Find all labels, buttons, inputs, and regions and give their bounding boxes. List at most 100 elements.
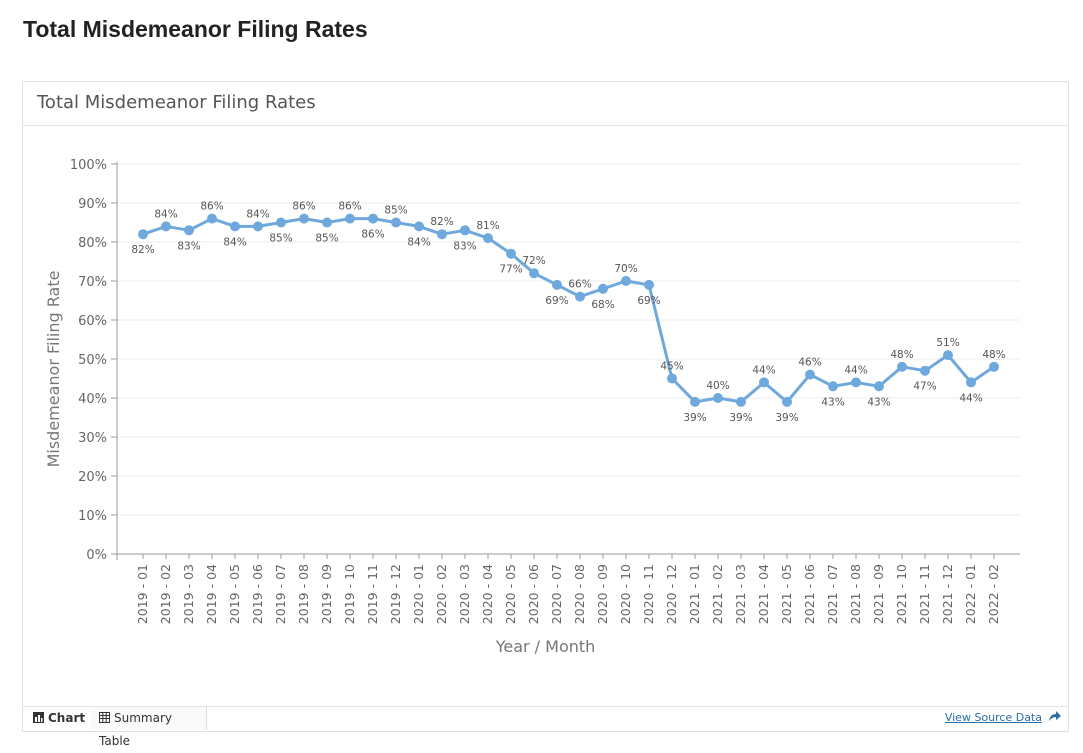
data-point[interactable] — [368, 213, 378, 224]
data-label: 66% — [568, 279, 591, 291]
x-tick-label: 2019 - 03 — [181, 564, 196, 624]
y-tick-label: 10% — [78, 509, 107, 524]
data-label: 39% — [775, 412, 798, 424]
x-axis-ticks: 2019 - 01 2019 - 02 2019 - 03 2019 - 04 2019… — [135, 554, 1001, 624]
data-label: 45% — [660, 361, 683, 373]
x-tick-label: 2020 - 08 — [572, 564, 587, 624]
data-point[interactable] — [920, 365, 930, 376]
gridlines — [117, 163, 1020, 516]
data-label: 43% — [821, 396, 844, 408]
x-tick-label: 2020 - 09 — [595, 564, 610, 624]
data-point[interactable] — [897, 361, 907, 372]
data-point[interactable] — [828, 381, 838, 392]
data-point[interactable] — [414, 221, 424, 232]
x-tick-label: 2019 - 07 — [273, 564, 288, 624]
data-point[interactable] — [644, 279, 654, 290]
data-label: 48% — [890, 349, 913, 361]
data-label: 85% — [315, 233, 338, 245]
data-point[interactable] — [345, 213, 355, 224]
bar-chart-icon — [33, 712, 44, 723]
data-point[interactable] — [460, 225, 470, 236]
x-tick-label: 2019 - 09 — [319, 564, 334, 624]
x-tick-label: 2020 - 03 — [457, 564, 472, 624]
data-label: 68% — [591, 299, 614, 311]
data-point[interactable] — [598, 283, 608, 294]
tab-chart[interactable]: Chart — [25, 707, 95, 730]
data-point[interactable] — [782, 396, 792, 407]
x-tick-label: 2021 - 07 — [825, 564, 840, 624]
x-tick-label: 2021 - 11 — [917, 564, 932, 624]
x-tick-label: 2020 - 12 — [664, 564, 679, 624]
data-point[interactable] — [138, 229, 148, 240]
data-label: 84% — [246, 208, 269, 220]
x-tick-label: 2021 - 01 — [687, 564, 702, 624]
data-point[interactable] — [943, 350, 953, 361]
x-tick-label: 2021 - 05 — [779, 564, 794, 624]
data-point[interactable] — [621, 276, 631, 286]
data-point[interactable] — [667, 373, 677, 384]
data-label: 82% — [430, 216, 453, 228]
share-arrow-icon[interactable] — [1048, 710, 1062, 722]
x-tick-label: 2020 - 07 — [549, 564, 564, 624]
x-tick-label: 2022 - 02 — [986, 564, 1001, 624]
y-tick-label: 60% — [78, 314, 107, 329]
data-point[interactable] — [391, 217, 401, 228]
x-tick-label: 2022 - 01 — [963, 564, 978, 624]
data-point[interactable] — [276, 217, 286, 228]
tab-summary-table[interactable]: Summary Table — [91, 707, 207, 748]
x-tick-label: 2019 - 12 — [388, 564, 403, 624]
tab-chart-label: Chart — [48, 711, 86, 725]
data-point[interactable] — [851, 377, 861, 388]
data-point[interactable] — [874, 381, 884, 392]
data-point[interactable] — [529, 268, 539, 279]
x-tick-label: 2021 - 10 — [894, 564, 909, 624]
x-tick-label: 2021 - 12 — [940, 564, 955, 624]
data-point[interactable] — [736, 396, 746, 407]
data-label: 43% — [867, 396, 890, 408]
data-label: 86% — [200, 201, 223, 213]
x-tick-label: 2020 - 06 — [526, 564, 541, 624]
x-tick-label: 2019 - 01 — [135, 564, 150, 624]
x-tick-label: 2021 - 03 — [733, 564, 748, 624]
data-label: 70% — [614, 263, 637, 275]
data-label: 44% — [844, 364, 867, 376]
data-point[interactable] — [552, 279, 562, 290]
data-point[interactable] — [805, 369, 815, 380]
data-point[interactable] — [161, 221, 171, 232]
y-tick-label: 20% — [78, 470, 107, 485]
view-source-data-link[interactable]: View Source Data — [944, 711, 1042, 724]
y-tick-label: 40% — [78, 392, 107, 407]
data-label: 86% — [292, 201, 315, 213]
data-point[interactable] — [253, 221, 263, 232]
data-label: 86% — [338, 201, 361, 213]
y-tick-label: 0% — [86, 548, 107, 563]
data-label: 82% — [131, 244, 154, 256]
y-tick-label: 30% — [78, 431, 107, 446]
data-label: 46% — [798, 357, 821, 369]
data-label: 81% — [476, 220, 499, 232]
data-point[interactable] — [207, 213, 217, 224]
data-label: 51% — [936, 337, 959, 349]
data-point[interactable] — [299, 213, 309, 224]
x-tick-label: 2019 - 02 — [158, 564, 173, 624]
data-point[interactable] — [506, 248, 516, 259]
data-point[interactable] — [690, 396, 700, 407]
data-point[interactable] — [575, 291, 585, 302]
data-point[interactable] — [230, 221, 240, 232]
data-point[interactable] — [713, 393, 723, 403]
table-icon — [99, 712, 110, 723]
x-tick-label: 2020 - 11 — [641, 564, 656, 624]
data-point[interactable] — [483, 233, 493, 244]
data-point[interactable] — [184, 225, 194, 236]
data-point[interactable] — [322, 217, 332, 228]
data-label: 69% — [545, 295, 568, 307]
page-title: Total Misdemeanor Filing Rates — [23, 16, 368, 42]
data-label: 69% — [637, 295, 660, 307]
x-tick-label: 2021 - 02 — [710, 564, 725, 624]
data-point[interactable] — [966, 377, 976, 388]
x-tick-label: 2021 - 04 — [756, 564, 771, 624]
data-point[interactable] — [437, 229, 447, 240]
data-point[interactable] — [989, 361, 999, 372]
x-axis-title: Year / Month — [495, 637, 596, 656]
data-point[interactable] — [759, 377, 769, 388]
